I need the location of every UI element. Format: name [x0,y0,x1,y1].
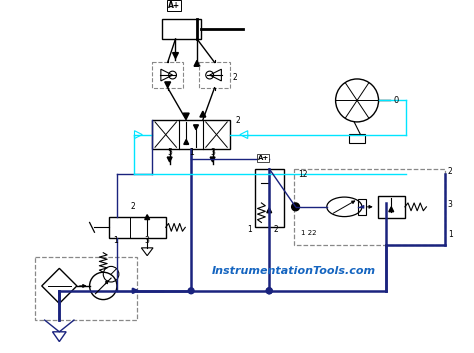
Text: 1: 1 [247,225,252,234]
Bar [152,120,230,149]
Polygon shape [193,125,199,130]
Text: A+: A+ [168,1,180,10]
Text: 1: 1 [189,148,193,157]
Text: 12: 12 [299,169,308,179]
Bar [152,62,183,88]
Circle shape [266,288,272,294]
Bar [358,199,366,215]
Text: 3: 3 [145,236,150,245]
Bar [109,217,166,238]
Text: 2: 2 [235,116,240,125]
Text: A+: A+ [257,155,269,161]
Text: 1: 1 [448,230,453,239]
Circle shape [292,203,300,211]
Bar [349,134,365,143]
Polygon shape [165,82,171,88]
Polygon shape [184,139,189,144]
Polygon shape [267,208,272,213]
Text: 5: 5 [167,148,172,157]
Text: 3: 3 [210,148,215,157]
Polygon shape [389,207,394,212]
Text: 1 22: 1 22 [301,230,317,236]
Text: 0: 0 [393,96,399,105]
Polygon shape [194,60,200,66]
Text: InstrumentationTools.com: InstrumentationTools.com [211,266,376,276]
Polygon shape [200,111,206,117]
Bar [378,196,405,217]
Bar [199,62,230,88]
Bar [293,169,445,245]
Text: 2: 2 [448,167,453,176]
Circle shape [266,288,272,294]
Bar [35,257,137,320]
Text: 2: 2 [130,202,135,211]
Polygon shape [145,215,150,220]
Polygon shape [167,157,172,162]
Text: 3: 3 [448,200,453,209]
Circle shape [188,288,194,294]
Bar [255,169,284,227]
Text: 1: 1 [113,236,118,245]
Polygon shape [210,157,215,162]
Polygon shape [173,53,178,59]
Text: 2: 2 [232,73,237,82]
Polygon shape [183,113,189,119]
Bar [162,19,201,39]
Text: 2: 2 [273,225,278,234]
